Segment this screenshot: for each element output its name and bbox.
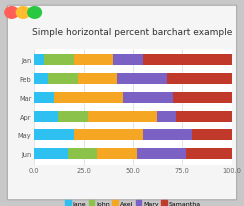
Bar [44,55,74,66]
Bar [192,130,232,141]
Bar [123,92,173,103]
Bar [34,92,54,103]
Bar [34,111,58,122]
Bar [186,149,232,160]
Bar [117,74,167,84]
Bar [48,74,78,84]
Bar [54,92,123,103]
Bar [68,149,97,160]
Bar [113,55,143,66]
Bar [74,130,143,141]
Bar [58,111,88,122]
Text: Simple horizontal percent barchart example: Simple horizontal percent barchart examp… [31,27,232,36]
Bar [143,130,192,141]
Bar [137,149,186,160]
Bar [34,130,74,141]
Bar [78,74,117,84]
Bar [34,149,68,160]
Bar [143,55,232,66]
FancyBboxPatch shape [7,6,237,200]
Bar [74,55,113,66]
Bar [97,149,137,160]
Bar [34,55,44,66]
Legend: Jane, John, Axel, Mary, Samantha: Jane, John, Axel, Mary, Samantha [65,200,201,206]
Bar [157,111,176,122]
Bar [88,111,157,122]
Bar [34,74,48,84]
Bar [173,92,232,103]
Bar [167,74,232,84]
Bar [176,111,232,122]
